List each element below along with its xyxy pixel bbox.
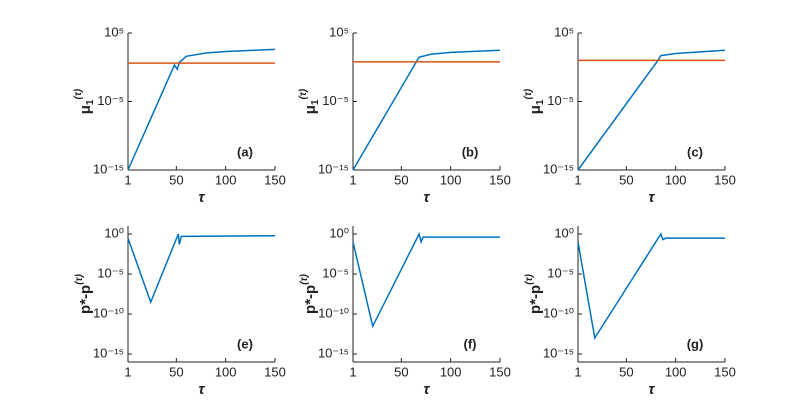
x-axis-label: τ — [198, 189, 205, 206]
y-axis-label: μ1(τ) — [523, 88, 546, 114]
y-axis-label: μ1(τ) — [73, 88, 96, 114]
y-tick-label: 10⁰ — [554, 225, 574, 240]
x-tick-label: 50 — [619, 172, 633, 187]
x-axis-label: τ — [648, 381, 655, 398]
y-label-sup: (τ) — [74, 273, 85, 284]
x-axis-label: τ — [198, 381, 205, 398]
panel-label: (a) — [237, 144, 253, 159]
y-label-base: p*-p — [302, 285, 319, 314]
y-tick-label: 10⁻¹⁵ — [543, 161, 574, 176]
y-label-sup: (τ) — [299, 273, 310, 284]
x-tick-label: 1 — [574, 172, 581, 187]
y-label-sub: 1 — [310, 99, 321, 105]
y-axis-label: p*-p(τ) — [299, 273, 319, 314]
x-tick-label: 50 — [619, 364, 633, 379]
y-label-base: p*-p — [77, 285, 94, 314]
x-tick-label: 1 — [124, 364, 131, 379]
y-label-sub: 1 — [85, 99, 96, 105]
x-tick-label: 150 — [489, 364, 511, 379]
x-tick-label: 100 — [215, 364, 237, 379]
y-label-sup: (τ) — [523, 88, 534, 99]
y-tick-label: 10⁻⁵ — [322, 265, 349, 280]
x-tick-label: 1 — [349, 172, 356, 187]
y-label-base: μ — [77, 105, 94, 114]
data-line — [577, 232, 725, 341]
x-tick-label: 100 — [665, 172, 687, 187]
x-tick-label: 100 — [440, 364, 462, 379]
y-tick-label: 10⁵ — [554, 24, 574, 39]
y-tick-label: 10⁻⁵ — [97, 93, 124, 108]
y-tick-label: 10⁻¹⁵ — [93, 161, 124, 176]
x-tick-label: 150 — [264, 172, 286, 187]
x-tick-label: 100 — [665, 364, 687, 379]
data-line — [127, 233, 276, 305]
y-label-base: p*-p — [527, 285, 544, 314]
x-tick-label: 1 — [574, 364, 581, 379]
y-label-sup: (τ) — [524, 273, 535, 284]
x-axis-label: τ — [423, 381, 430, 398]
y-tick-label: 10⁻¹⁵ — [93, 345, 124, 360]
y-label-sup: (τ) — [73, 88, 84, 99]
y-label-sub: 1 — [535, 99, 546, 105]
y-tick-label: 10⁻⁵ — [322, 93, 349, 108]
panel-label: (b) — [462, 144, 479, 159]
data-line — [352, 49, 501, 171]
y-tick-label: 10⁻¹⁰ — [543, 305, 574, 320]
x-tick-label: 50 — [394, 364, 408, 379]
y-tick-label: 10⁻⁵ — [97, 265, 124, 280]
y-tick-label: 10⁻⁵ — [547, 265, 574, 280]
x-tick-label: 150 — [714, 364, 736, 379]
panel-label: (g) — [687, 336, 704, 351]
x-tick-label: 50 — [169, 172, 183, 187]
x-tick-label: 100 — [440, 172, 462, 187]
y-label-base: μ — [302, 105, 319, 114]
y-axis-label: μ1(τ) — [298, 88, 321, 114]
y-tick-label: 10⁰ — [329, 225, 349, 240]
y-tick-label: 10⁻¹⁵ — [318, 345, 349, 360]
y-axis-label: p*-p(τ) — [74, 273, 94, 314]
y-tick-label: 10⁻¹⁰ — [318, 305, 349, 320]
y-tick-label: 10⁻⁵ — [547, 93, 574, 108]
data-line — [127, 48, 276, 171]
x-tick-label: 1 — [349, 364, 356, 379]
panel-label: (c) — [687, 144, 703, 159]
x-tick-label: 100 — [215, 172, 237, 187]
x-tick-label: 50 — [394, 172, 408, 187]
y-tick-label: 10⁻¹⁵ — [318, 161, 349, 176]
x-axis-label: τ — [423, 189, 430, 206]
x-tick-label: 150 — [489, 172, 511, 187]
y-axis-label: p*-p(τ) — [524, 273, 544, 314]
panel-label: (e) — [237, 336, 253, 351]
x-tick-label: 1 — [124, 172, 131, 187]
x-tick-label: 50 — [169, 364, 183, 379]
y-tick-label: 10⁵ — [104, 24, 124, 39]
y-tick-label: 10⁰ — [104, 225, 124, 240]
x-tick-label: 150 — [714, 172, 736, 187]
y-label-base: μ — [527, 105, 544, 114]
y-tick-label: 10⁵ — [329, 24, 349, 39]
y-tick-label: 10⁻¹⁰ — [93, 305, 124, 320]
x-tick-label: 150 — [264, 364, 286, 379]
y-tick-label: 10⁻¹⁵ — [543, 345, 574, 360]
data-line — [577, 49, 726, 171]
data-line — [352, 231, 500, 329]
y-label-sup: (τ) — [298, 88, 309, 99]
panel-label: (f) — [464, 336, 477, 351]
x-axis-label: τ — [648, 189, 655, 206]
